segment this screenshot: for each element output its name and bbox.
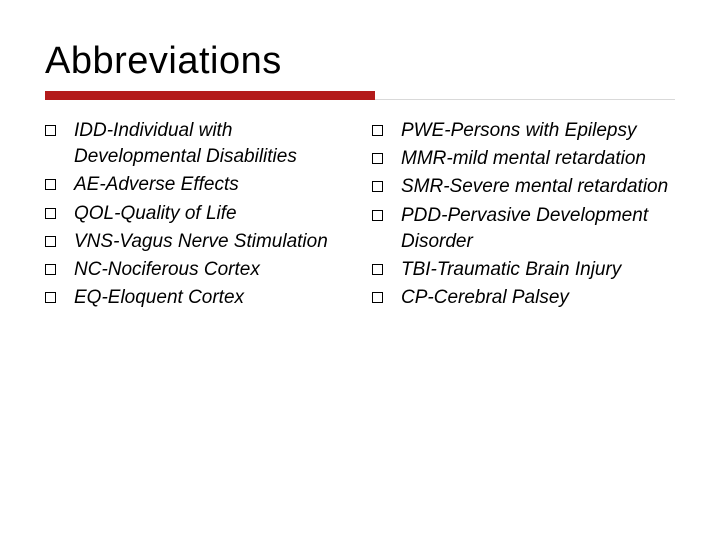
- list-item: PDD-Pervasive Development Disorder: [372, 203, 675, 255]
- list-item: NC-Nociferous Cortex: [45, 257, 348, 283]
- list-item-text: PDD-Pervasive Development Disorder: [401, 203, 675, 255]
- list-item-text: PWE-Persons with Epilepsy: [401, 118, 636, 144]
- title-underline: [45, 91, 675, 100]
- list-item-text: VNS-Vagus Nerve Stimulation: [74, 229, 328, 255]
- list-item: MMR-mild mental retardation: [372, 146, 675, 172]
- list-item-text: EQ-Eloquent Cortex: [74, 285, 244, 311]
- left-column: IDD-Individual with Developmental Disabi…: [45, 118, 348, 314]
- square-bullet-icon: [372, 153, 383, 164]
- list-item-text: QOL-Quality of Life: [74, 201, 237, 227]
- square-bullet-icon: [372, 125, 383, 136]
- list-item-text: MMR-mild mental retardation: [401, 146, 646, 172]
- underline-red: [45, 91, 375, 100]
- square-bullet-icon: [372, 181, 383, 192]
- list-item: PWE-Persons with Epilepsy: [372, 118, 675, 144]
- list-item: VNS-Vagus Nerve Stimulation: [45, 229, 348, 255]
- list-item-text: SMR-Severe mental retardation: [401, 174, 668, 200]
- square-bullet-icon: [372, 292, 383, 303]
- square-bullet-icon: [45, 208, 56, 219]
- square-bullet-icon: [45, 179, 56, 190]
- list-item-text: CP-Cerebral Palsey: [401, 285, 569, 311]
- list-item: TBI-Traumatic Brain Injury: [372, 257, 675, 283]
- square-bullet-icon: [45, 125, 56, 136]
- list-item: IDD-Individual with Developmental Disabi…: [45, 118, 348, 170]
- list-item: QOL-Quality of Life: [45, 201, 348, 227]
- list-item: CP-Cerebral Palsey: [372, 285, 675, 311]
- content-columns: IDD-Individual with Developmental Disabi…: [45, 118, 675, 314]
- list-item-text: AE-Adverse Effects: [74, 172, 239, 198]
- list-item-text: NC-Nociferous Cortex: [74, 257, 260, 283]
- square-bullet-icon: [372, 210, 383, 221]
- right-column: PWE-Persons with EpilepsyMMR-mild mental…: [372, 118, 675, 314]
- list-item: EQ-Eloquent Cortex: [45, 285, 348, 311]
- list-item: AE-Adverse Effects: [45, 172, 348, 198]
- square-bullet-icon: [45, 264, 56, 275]
- square-bullet-icon: [45, 292, 56, 303]
- list-item-text: IDD-Individual with Developmental Disabi…: [74, 118, 348, 170]
- page-title: Abbreviations: [45, 40, 675, 83]
- underline-light: [375, 99, 675, 100]
- square-bullet-icon: [45, 236, 56, 247]
- list-item-text: TBI-Traumatic Brain Injury: [401, 257, 621, 283]
- square-bullet-icon: [372, 264, 383, 275]
- list-item: SMR-Severe mental retardation: [372, 174, 675, 200]
